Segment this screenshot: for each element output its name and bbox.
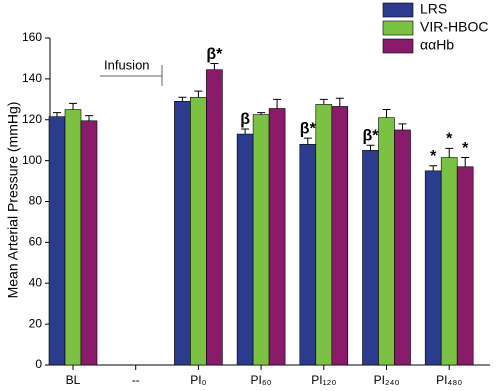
bar [48, 116, 66, 366]
significance-marker: β* [206, 46, 223, 63]
error-bar [53, 112, 61, 117]
x-tick-label: PI₁₂₀ [311, 373, 336, 387]
significance-marker: β [240, 111, 250, 128]
bar [206, 69, 223, 366]
error-bar [69, 102, 77, 110]
significance-marker: β* [363, 128, 380, 145]
legend-label: ααHb [420, 37, 454, 53]
y-tick-label: 120 [22, 112, 42, 126]
legend-label: LRS [420, 1, 447, 17]
error-bar [382, 109, 391, 118]
error-bar [210, 63, 219, 70]
x-tick-label: PI₀ [190, 373, 206, 387]
error-bar [461, 157, 470, 167]
significance-marker: * [446, 131, 453, 148]
y-tick-label: 40 [29, 275, 43, 289]
x-tick-label: PI₆₀ [251, 373, 272, 387]
y-tick-label: 100 [22, 153, 42, 167]
bar [80, 120, 98, 366]
error-bar [398, 123, 407, 130]
y-tick-label: 160 [22, 30, 42, 44]
error-bar [85, 115, 93, 121]
y-tick-label: 80 [29, 194, 43, 208]
bar [174, 101, 191, 366]
bar [315, 104, 333, 366]
error-bar [429, 165, 438, 171]
bar [268, 108, 286, 366]
significance-marker: * [462, 140, 469, 157]
y-tick-label: 140 [22, 71, 42, 85]
bar [331, 106, 349, 366]
bar [456, 166, 474, 366]
significance-marker: β* [300, 120, 317, 137]
legend-swatch [382, 20, 414, 36]
error-bar [178, 96, 187, 102]
legend-swatch [382, 2, 414, 18]
bar [378, 117, 395, 366]
bar [299, 143, 317, 366]
error-bar [303, 137, 312, 145]
error-bar [319, 98, 328, 105]
y-tick-label: 0 [35, 357, 42, 371]
x-tick-label: -- [132, 373, 140, 387]
error-bar [445, 147, 454, 158]
legend-label: VIR-HBOC [420, 19, 488, 35]
bar [252, 114, 270, 366]
bar [64, 109, 82, 366]
y-tick-label: 20 [29, 316, 43, 330]
annotation: Infusion [104, 57, 150, 72]
error-bar [194, 90, 203, 98]
error-bar [366, 144, 375, 151]
x-tick-label: PI₄₈₀ [436, 373, 462, 387]
bar [362, 150, 379, 366]
error-bar [335, 97, 344, 107]
error-bar [241, 128, 250, 135]
legend-swatch [382, 38, 414, 54]
y-tick-label: 60 [29, 235, 43, 249]
y-axis-label: Mean Arterial Pressure (mmHg) [5, 102, 21, 299]
x-tick-label: BL [66, 373, 81, 387]
bar [440, 157, 458, 366]
error-bar [273, 98, 282, 109]
x-tick-label: PI₂₄₀ [374, 373, 400, 387]
error-bar [257, 112, 266, 115]
bar [190, 96, 207, 366]
bar [236, 133, 254, 366]
bar [394, 129, 411, 366]
bar [424, 170, 442, 366]
significance-marker: * [430, 148, 437, 165]
